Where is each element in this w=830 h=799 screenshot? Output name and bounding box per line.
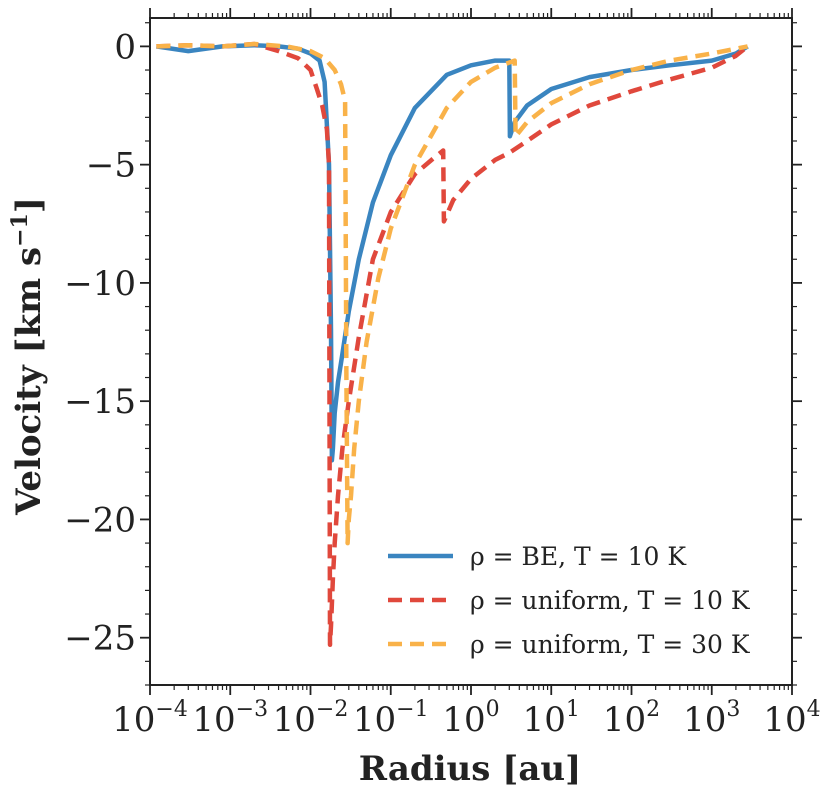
y-tick-label: 0: [114, 27, 136, 67]
plot-area: [156, 41, 750, 648]
x-tick-label: 10−1: [353, 697, 429, 740]
y-tick-label: −10: [64, 264, 136, 304]
y-tick-label: −20: [64, 500, 136, 540]
x-axis-ticks: 10−4 10−3 10−2 10−1 100 101 102 103 104: [112, 8, 821, 740]
series-line-2: [156, 41, 750, 648]
x-tick-label: 102: [603, 697, 660, 740]
x-tick-label: 104: [763, 697, 820, 740]
legend-label-1: ρ = BE, T = 10 K: [470, 542, 687, 571]
x-tick-label: 100: [442, 697, 499, 740]
legend: ρ = BE, T = 10 K ρ = uniform, T = 10 K ρ =…: [388, 542, 751, 659]
y-tick-label: −5: [86, 146, 136, 186]
legend-label-3: ρ = uniform, T = 30 K: [470, 630, 751, 659]
series-line-1: [156, 42, 749, 463]
y-tick-label: −25: [64, 619, 136, 659]
x-axis-title: Radius [au]: [359, 749, 581, 789]
x-tick-label: 101: [523, 697, 580, 740]
x-tick-label: 10−2: [273, 697, 349, 740]
legend-label-2: ρ = uniform, T = 10 K: [470, 586, 751, 615]
axes-frame: [149, 17, 793, 686]
x-tick-label: 10−4: [112, 697, 188, 740]
y-axis-ticks: 0 −5 −10 −15 −20 −25: [64, 22, 802, 686]
y-tick-label: −15: [64, 382, 136, 422]
series-line-3: [156, 41, 749, 546]
x-tick-label: 10−3: [192, 697, 268, 740]
y-axis-title: Velocity [km s−1]: [7, 197, 49, 516]
x-tick-label: 103: [683, 697, 740, 740]
